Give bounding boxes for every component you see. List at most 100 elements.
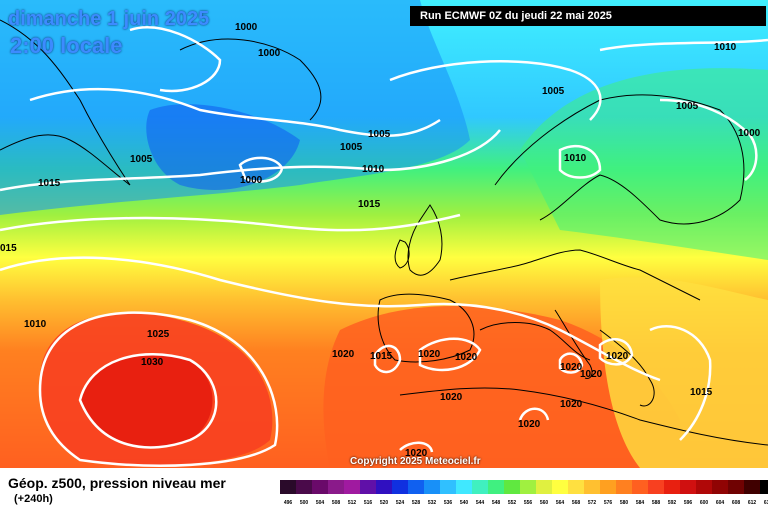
scale-label: 500	[299, 500, 309, 506]
isobar-label: 1010	[24, 319, 47, 330]
geopotential-field: 1000 1000 1005 1005 1000 1005 1010 1015 …	[0, 0, 768, 468]
scale-swatch	[408, 480, 424, 494]
isobar-1020	[0, 256, 661, 382]
scale-swatch	[712, 480, 728, 494]
isobar-label: 1020	[440, 392, 463, 403]
isobar-label: 1020	[518, 419, 541, 430]
isobar-1005-ne	[389, 60, 602, 121]
forecast-time: 2:00 locale	[10, 33, 123, 58]
scale-label: 540	[459, 500, 469, 506]
coastlines	[0, 19, 768, 446]
scale-swatch	[280, 480, 296, 494]
isobar-label: 1020	[455, 352, 478, 363]
scale-label: 504	[315, 500, 325, 506]
isobar-1020-tunisia	[518, 407, 550, 421]
isobar-label: 1000	[240, 175, 263, 186]
scale-label: 536	[443, 500, 453, 506]
isobar-label: 1020	[418, 349, 441, 360]
scale-label: 564	[555, 500, 565, 506]
scale-label: 572	[587, 500, 597, 506]
scale-label: 592	[667, 500, 677, 506]
color-scale-labels: 496 500 504 508 512 516 520 524 528 532 536 540 544 5…	[280, 500, 768, 506]
scale-label: 524	[395, 500, 405, 506]
isobar-1015-iberia	[373, 344, 402, 374]
scale-swatch	[392, 480, 408, 494]
isobar-1000-ne	[659, 98, 758, 181]
isobar-label: 1020	[332, 349, 355, 360]
isobar-label: 1025	[147, 329, 170, 340]
scale-swatch	[376, 480, 392, 494]
high-core-shading	[80, 354, 213, 448]
isobar-label: 1005	[542, 86, 565, 97]
ireland-coast	[394, 239, 410, 269]
scale-swatch	[488, 480, 504, 494]
scale-label: 600	[699, 500, 709, 506]
isobar-label: 1020	[606, 351, 629, 362]
isobar-label: 1015	[690, 387, 713, 398]
scale-swatch	[296, 480, 312, 494]
scale-label: 612	[747, 500, 757, 506]
isobar-label: 1005	[340, 142, 363, 153]
isobar-1015-east	[649, 325, 712, 441]
scale-label: 568	[571, 500, 581, 506]
copyright-notice: Copyright 2025 Meteociel.fr	[350, 456, 481, 467]
scale-swatch	[472, 480, 488, 494]
scale-swatch	[504, 480, 520, 494]
isobar-1020-spain	[418, 337, 482, 372]
isobar-label: 1015	[38, 178, 61, 189]
scale-label: 580	[619, 500, 629, 506]
scale-swatch	[312, 480, 328, 494]
isobar-label: 015	[0, 243, 17, 254]
scale-label: 516	[363, 500, 373, 506]
isobar-label: 1005	[130, 154, 153, 165]
scale-swatch	[344, 480, 360, 494]
isobar-1000-north	[129, 26, 222, 93]
isobar-1015	[0, 213, 461, 232]
scale-label: 532	[427, 500, 437, 506]
isobar-label: 1000	[258, 48, 281, 59]
isobar-1005	[29, 87, 441, 137]
scale-swatch	[632, 480, 648, 494]
scale-swatch	[728, 480, 744, 494]
britain-coast	[407, 204, 443, 276]
scale-swatch	[552, 480, 568, 494]
isobar-1010-scand	[558, 144, 602, 179]
iberia-coast	[377, 293, 475, 363]
scale-label: 608	[731, 500, 741, 506]
isobar-label: 1000	[738, 128, 761, 139]
isobar-1010-ne	[599, 38, 768, 52]
isobar-label: 1020	[405, 448, 428, 459]
scale-label: 604	[715, 500, 725, 506]
scale-label: 584	[635, 500, 645, 506]
scandinavia-coast	[494, 94, 745, 225]
isobar-label: 1020	[560, 399, 583, 410]
france-med-coast	[479, 322, 591, 361]
isobar-label: 1005	[368, 129, 391, 140]
scale-swatch	[424, 480, 440, 494]
scale-label: 616	[763, 500, 768, 506]
scale-swatch	[600, 480, 616, 494]
scale-swatch	[360, 480, 376, 494]
scale-swatch	[616, 480, 632, 494]
scale-label: 544	[475, 500, 485, 506]
isobar-1025-west	[38, 311, 279, 467]
scale-swatch	[664, 480, 680, 494]
italy-coast	[554, 309, 593, 379]
scale-swatch	[536, 480, 552, 494]
isobar-label: 1020	[580, 369, 603, 380]
scale-swatch	[760, 480, 768, 494]
isobar-1000-low	[238, 156, 284, 183]
scandinavia-shading	[520, 68, 768, 260]
greenland-east-coast	[179, 38, 322, 121]
scale-label: 508	[331, 500, 341, 506]
scale-label: 576	[603, 500, 613, 506]
forecast-date: dimanche 1 juin 2025	[8, 8, 210, 30]
scale-label: 548	[491, 500, 501, 506]
isobar-label: 1015	[370, 351, 393, 362]
scale-label: 496	[283, 500, 293, 506]
scale-label: 556	[523, 500, 533, 506]
scale-label: 520	[379, 500, 389, 506]
scale-label: 588	[651, 500, 661, 506]
balkans-coast	[599, 329, 655, 407]
scale-label: 560	[539, 500, 549, 506]
